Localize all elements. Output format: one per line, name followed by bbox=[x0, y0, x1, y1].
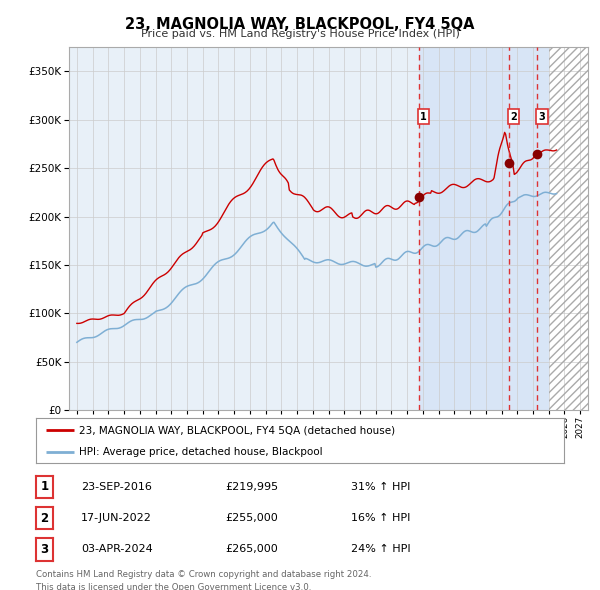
Text: £265,000: £265,000 bbox=[225, 545, 278, 554]
Text: 2: 2 bbox=[511, 112, 517, 122]
Text: HPI: Average price, detached house, Blackpool: HPI: Average price, detached house, Blac… bbox=[79, 447, 323, 457]
Text: 3: 3 bbox=[539, 112, 545, 122]
Text: 23-SEP-2016: 23-SEP-2016 bbox=[81, 482, 152, 491]
Bar bbox=[548, 47, 600, 410]
Text: 3: 3 bbox=[40, 543, 49, 556]
Text: 03-APR-2024: 03-APR-2024 bbox=[81, 545, 153, 554]
Text: This data is licensed under the Open Government Licence v3.0.: This data is licensed under the Open Gov… bbox=[36, 583, 311, 590]
Text: Contains HM Land Registry data © Crown copyright and database right 2024.: Contains HM Land Registry data © Crown c… bbox=[36, 570, 371, 579]
Text: £219,995: £219,995 bbox=[225, 482, 278, 491]
Text: 16% ↑ HPI: 16% ↑ HPI bbox=[351, 513, 410, 523]
Text: £255,000: £255,000 bbox=[225, 513, 278, 523]
Text: 1: 1 bbox=[40, 480, 49, 493]
Text: 17-JUN-2022: 17-JUN-2022 bbox=[81, 513, 152, 523]
Text: 1: 1 bbox=[420, 112, 427, 122]
Text: 2: 2 bbox=[40, 512, 49, 525]
Text: 31% ↑ HPI: 31% ↑ HPI bbox=[351, 482, 410, 491]
Text: 23, MAGNOLIA WAY, BLACKPOOL, FY4 5QA (detached house): 23, MAGNOLIA WAY, BLACKPOOL, FY4 5QA (de… bbox=[79, 425, 395, 435]
Text: 24% ↑ HPI: 24% ↑ HPI bbox=[351, 545, 410, 554]
Text: Price paid vs. HM Land Registry's House Price Index (HPI): Price paid vs. HM Land Registry's House … bbox=[140, 29, 460, 39]
Text: 23, MAGNOLIA WAY, BLACKPOOL, FY4 5QA: 23, MAGNOLIA WAY, BLACKPOOL, FY4 5QA bbox=[125, 17, 475, 31]
Bar bbox=[548, 47, 600, 410]
Bar bbox=[419, 47, 548, 410]
